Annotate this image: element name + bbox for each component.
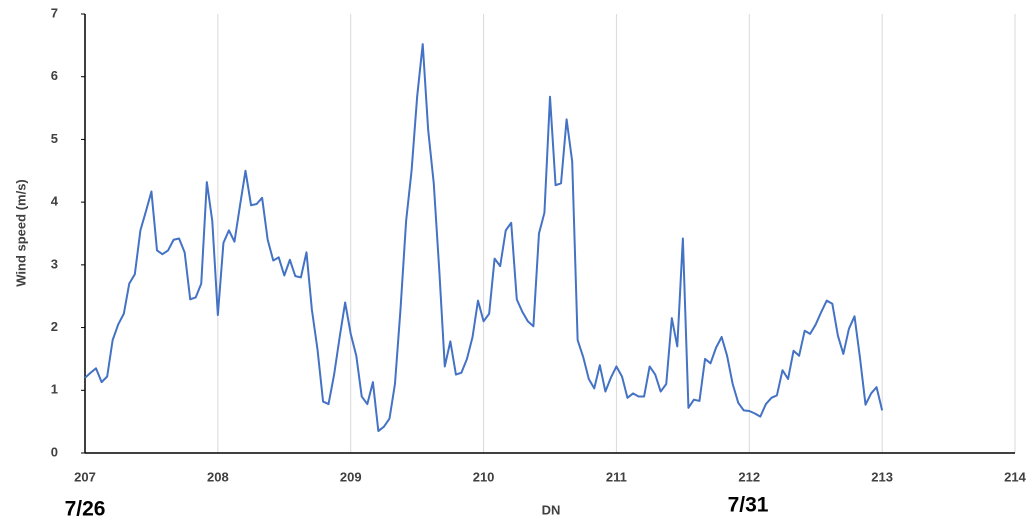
x-tick-label: 207 — [74, 469, 96, 484]
y-tick-label: 2 — [51, 319, 58, 334]
y-tick-label: 7 — [51, 5, 58, 20]
x-tick-label: 214 — [1004, 469, 1026, 484]
y-tick-label: 6 — [51, 68, 58, 83]
annotation: 7/31 — [728, 494, 769, 517]
y-tick-label: 1 — [51, 382, 58, 397]
x-axis-label: DN — [542, 502, 561, 517]
x-tick-label: 213 — [871, 469, 893, 484]
y-tick-label: 5 — [51, 131, 58, 146]
annotation: 7/26 — [65, 498, 106, 521]
y-axis-label: Wind speed (m/s) — [13, 179, 28, 287]
x-tick-label: 208 — [207, 469, 229, 484]
y-tick-label: 4 — [51, 194, 59, 209]
y-tick-label: 0 — [51, 444, 58, 459]
line — [84, 43, 884, 433]
y-tick-label: 3 — [51, 256, 58, 271]
x-tick-label: 210 — [473, 469, 495, 484]
x-tick-label: 209 — [340, 469, 362, 484]
x-tick-label: 211 — [606, 469, 627, 484]
x-tick-label: 212 — [738, 469, 760, 484]
